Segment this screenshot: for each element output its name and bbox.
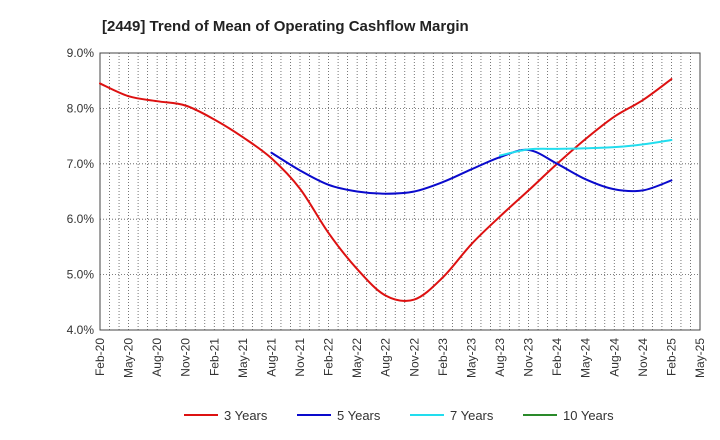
x-tick-label: Nov-20 — [179, 338, 193, 377]
x-tick-label: May-21 — [236, 338, 250, 378]
x-tick-label: May-22 — [350, 338, 364, 378]
x-tick-label: Aug-22 — [379, 338, 393, 377]
x-tick-label: Aug-20 — [150, 338, 164, 377]
x-tick-label: May-25 — [693, 338, 707, 378]
y-tick-label: 5.0% — [67, 268, 95, 282]
x-tick-label: Aug-24 — [607, 338, 621, 377]
x-tick-label: May-23 — [464, 338, 478, 378]
x-tick-label: Feb-23 — [436, 338, 450, 376]
legend-label-5-years: 5 Years — [337, 408, 381, 423]
x-tick-label: Nov-23 — [522, 338, 536, 377]
plot-frame — [100, 53, 700, 330]
y-tick-label: 9.0% — [67, 46, 95, 60]
x-tick-label: Feb-20 — [93, 338, 107, 376]
x-tick-label: May-24 — [579, 338, 593, 378]
x-tick-label: Nov-22 — [407, 338, 421, 377]
x-tick-label: Aug-23 — [493, 338, 507, 377]
x-tick-label: Nov-24 — [636, 338, 650, 377]
chart-title: [2449] Trend of Mean of Operating Cashfl… — [102, 18, 469, 35]
x-tick-label: Feb-24 — [550, 338, 564, 376]
y-tick-label: 4.0% — [67, 323, 95, 337]
x-tick-label: Feb-25 — [664, 338, 678, 376]
chart: [2449] Trend of Mean of Operating Cashfl… — [0, 0, 720, 440]
legend-label-3-years: 3 Years — [224, 408, 268, 423]
y-tick-label: 6.0% — [67, 212, 95, 226]
x-tick-label: Feb-21 — [207, 338, 221, 376]
legend-label-7-years: 7 Years — [450, 408, 494, 423]
x-tick-label: Feb-22 — [322, 338, 336, 376]
plot-area: 4.0% 5.0% 6.0% 7.0% 8.0% 9.0% Feb-20 May-20 Aug-… — [67, 46, 707, 378]
legend: 3 Years 5 Years 7 Years 10 Years — [184, 408, 614, 423]
legend-label-10-years: 10 Years — [563, 408, 614, 423]
x-tick-label: May-20 — [122, 338, 136, 378]
y-tick-label: 7.0% — [67, 157, 95, 171]
y-tick-label: 8.0% — [67, 101, 95, 115]
x-tick-label: Aug-21 — [264, 338, 278, 377]
x-tick-label: Nov-21 — [293, 338, 307, 377]
